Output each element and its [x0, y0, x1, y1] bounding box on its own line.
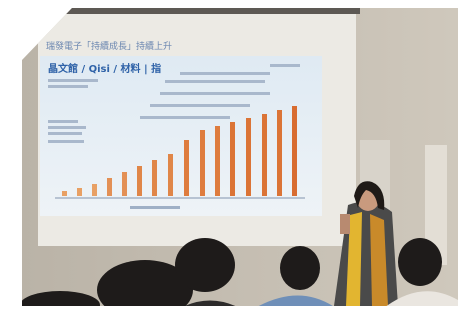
photo: 瑞發電子「持續成長」持續上升 晶文館 / Qisi / 材料 | 指	[0, 0, 458, 311]
slide-headline: 瑞發電子「持續成長」持續上升	[46, 40, 172, 52]
slide-title: 晶文館 / Qisi / 材料 | 指	[48, 62, 161, 75]
scene: 瑞發電子「持續成長」持續上升 晶文館 / Qisi / 材料 | 指	[0, 0, 458, 311]
slide-footnote	[130, 206, 180, 209]
screen-top	[30, 6, 360, 14]
slide-axis	[55, 197, 305, 199]
